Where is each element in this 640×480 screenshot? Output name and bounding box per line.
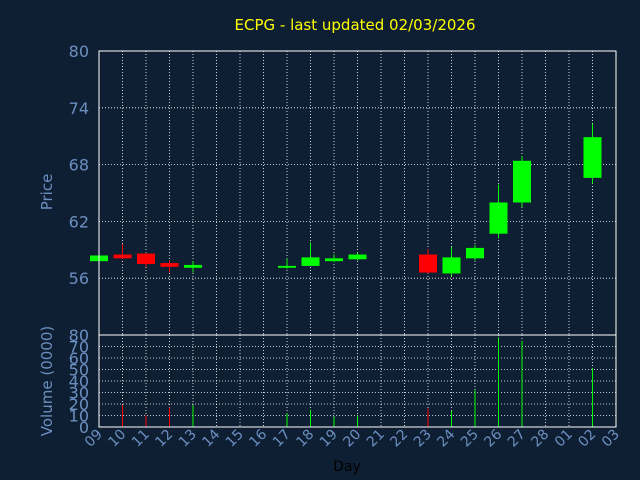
candle-body (419, 254, 437, 273)
candle-body (583, 137, 602, 178)
candle-body (137, 253, 155, 264)
price-axis-label: Price (38, 174, 56, 211)
candle-body (466, 247, 484, 259)
x-tick-label: 11 (129, 427, 153, 451)
x-tick-label: 22 (387, 427, 411, 451)
volume-tick-label: 30 (69, 384, 89, 403)
x-tick-label: 26 (481, 426, 505, 450)
price-tick-label: 74 (69, 99, 89, 118)
x-tick-label: 27 (505, 427, 529, 451)
price-tick-label: 68 (69, 156, 89, 175)
x-tick-label: 24 (434, 426, 458, 450)
candle-body (113, 254, 132, 259)
chart-title: ECPG - last updated 02/03/2026 (235, 16, 476, 34)
x-tick-label: 16 (246, 426, 270, 450)
candle-body (301, 257, 320, 266)
x-tick-label: 28 (528, 427, 552, 451)
candle-body (489, 202, 508, 234)
x-tick-label: 02 (575, 427, 599, 451)
candle-body (348, 254, 367, 260)
x-tick-label: 18 (293, 427, 317, 451)
volume-tick-label: 20 (69, 395, 89, 414)
x-tick-label: 20 (340, 427, 364, 451)
price-tick-label: 80 (69, 42, 89, 61)
volume-tick-label: 40 (69, 372, 89, 391)
x-tick-label: 03 (599, 427, 623, 451)
volume-plot-frame (98, 334, 617, 428)
candle-body (278, 265, 296, 268)
volume-axis-label: Volume (0000) (38, 326, 56, 436)
price-tick-label: 56 (69, 269, 89, 288)
candle-body (325, 258, 343, 262)
chart-layer: 09 10 11 12 13 14 15 16 17 18 19 20 21 22 23 24 25 26 27 28… (69, 42, 623, 450)
x-tick-label: 15 (223, 427, 247, 451)
volume-tick-label: 80 (69, 326, 89, 345)
candle-body (442, 257, 461, 274)
x-tick-label: 10 (105, 427, 129, 451)
volume-tick-label: 60 (69, 349, 89, 368)
volume-tick-label: 50 (69, 361, 89, 380)
x-tick-label: 19 (317, 427, 341, 451)
x-tick-label: 23 (411, 427, 435, 451)
x-tick-label: 12 (152, 427, 176, 451)
x-tick-label: 13 (176, 427, 200, 451)
candle-body (513, 160, 531, 203)
price-tick-label: 62 (69, 212, 89, 231)
x-tick-label: 25 (458, 427, 482, 451)
day-axis-label: Day (333, 459, 361, 475)
x-tick-label: 01 (552, 427, 576, 451)
candle-body (184, 264, 202, 268)
volume-tick-label: 70 (69, 338, 89, 357)
volume-tick-label: 0 (79, 418, 89, 437)
x-tick-label: 17 (270, 427, 294, 451)
volume-tick-label: 10 (69, 407, 89, 426)
x-tick-label: 14 (199, 426, 223, 450)
candle-body (160, 263, 179, 267)
x-tick-label: 21 (364, 427, 388, 451)
